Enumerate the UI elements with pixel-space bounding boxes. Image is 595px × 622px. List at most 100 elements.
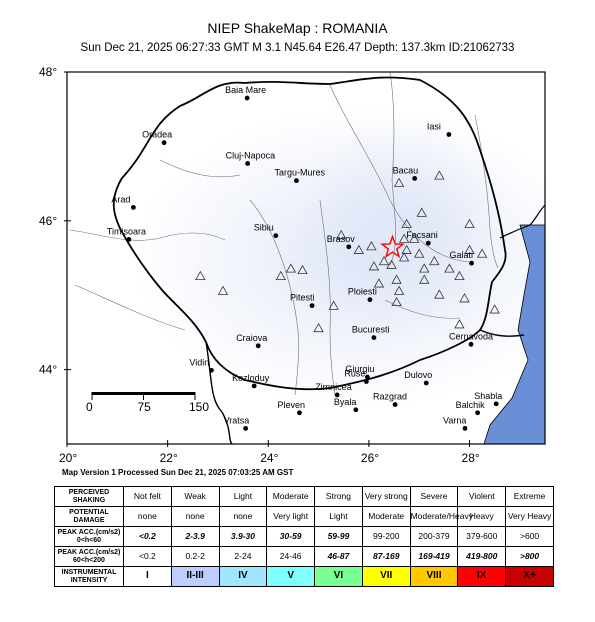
seismic-station xyxy=(313,322,324,333)
legend-cell: Strong xyxy=(314,486,363,507)
river xyxy=(74,284,186,331)
legend-row-header: PEAK ACC.(cm/s2) 60<h<200 xyxy=(54,546,124,567)
city-dot xyxy=(363,379,369,384)
river xyxy=(249,199,299,396)
city-dot xyxy=(209,367,214,373)
city-label: Ploiesti xyxy=(348,287,377,297)
city-label: Pleven xyxy=(277,400,305,410)
seismic-station xyxy=(195,270,206,281)
legend-row-header: INSTRUMENTAL INTENSITY xyxy=(54,566,124,587)
epicenter-star xyxy=(380,234,405,259)
legend-cell: 2-24 xyxy=(218,546,268,567)
legend-cell: 24-46 xyxy=(266,546,316,567)
city-dot xyxy=(462,425,468,431)
city-label: Zimnicea xyxy=(315,382,352,392)
serbia-bulgaria-border xyxy=(205,341,233,444)
seismic-station xyxy=(489,304,500,314)
legend-row-acc-shallow: PEAK ACC.(cm/s2) 0<h<60 <0.2 2-3.9 3.9-30 30… xyxy=(54,526,554,547)
legend-cell: VII xyxy=(361,566,411,587)
legend-cell: Moderate xyxy=(266,486,316,507)
city-dot xyxy=(243,425,249,431)
legend-cell: Very strong xyxy=(361,486,411,507)
legend-cell: 0.2-2 xyxy=(170,546,220,567)
seismic-station xyxy=(386,259,397,269)
seismic-station xyxy=(444,263,455,273)
city-label: Byala xyxy=(334,397,357,407)
city-dot xyxy=(255,343,261,349)
seismic-station xyxy=(393,285,405,295)
seismic-station xyxy=(464,218,475,228)
seismic-station xyxy=(416,207,427,217)
river xyxy=(384,299,461,319)
seismic-station xyxy=(297,264,308,275)
seismic-station xyxy=(476,248,488,258)
map-frame xyxy=(66,71,546,445)
seismic-station xyxy=(408,233,420,243)
city-label: Craiova xyxy=(236,333,267,343)
river xyxy=(329,84,471,263)
city-label: Cluj-Napoca xyxy=(226,151,276,161)
seismic-station xyxy=(393,177,405,188)
city-label: Oradea xyxy=(142,130,172,140)
seismic-station xyxy=(353,244,365,254)
legend-row-header: POTENTIAL DAMAGE xyxy=(54,506,124,527)
legend-cell: V xyxy=(266,566,316,587)
city-label: Baia Mare xyxy=(225,85,266,95)
legend-row-acc-deep: PEAK ACC.(cm/s2) 60<h<200 <0.2 0.2-2 2-24 24… xyxy=(54,546,554,567)
legend-cell: IX xyxy=(457,566,507,587)
legend-cell: 30-59 xyxy=(266,526,316,547)
lon-tick-label: 28° xyxy=(462,451,480,465)
map-title: NIEP ShakeMap : ROMANIA xyxy=(207,20,388,36)
city-dot xyxy=(475,410,480,416)
legend-cell: II-III xyxy=(170,566,220,587)
city-label: Bucuresti xyxy=(352,325,390,335)
city-dot xyxy=(446,132,452,137)
city-label: Targu-Mures xyxy=(274,168,325,178)
city-dot xyxy=(245,161,251,166)
river xyxy=(474,114,499,269)
city-dot xyxy=(392,402,398,407)
city-label: Cernavoda xyxy=(449,331,493,341)
legend-cell: Very Heavy xyxy=(505,506,554,527)
seismic-station xyxy=(434,289,445,299)
city-label: Arad xyxy=(111,194,130,204)
legend-cell: 3.9-30 xyxy=(218,526,268,547)
seismic-station xyxy=(454,270,465,281)
legend-cell: Weak xyxy=(170,486,220,507)
legend-cell: 379-600 xyxy=(457,526,507,547)
legend-cell: Moderate/Heavy xyxy=(409,506,473,527)
legend-cell: 59-99 xyxy=(314,526,363,547)
lon-tick-label: 24° xyxy=(260,451,278,465)
seismic-station xyxy=(414,248,425,258)
seismic-station xyxy=(398,252,410,262)
city-dot xyxy=(469,260,474,266)
lon-tick-label: 22° xyxy=(160,451,178,465)
legend-cell: <0.2 xyxy=(123,526,172,547)
legend-cell: IV xyxy=(218,566,268,587)
city-dot xyxy=(309,303,315,309)
shakemap: Baia Mare Oradea Cluj-Napoca Targu-Mures Ias… xyxy=(39,65,546,465)
processed-line: Map Version 1 Processed Sun Dec 21, 2025… xyxy=(62,468,294,477)
river xyxy=(319,199,336,396)
city-label: Varna xyxy=(443,415,466,425)
seismic-station xyxy=(401,218,412,228)
city-label: Bacau xyxy=(393,165,419,175)
city-dot xyxy=(412,175,418,181)
legend-cell: Light xyxy=(314,506,363,527)
city-dot xyxy=(297,410,302,416)
river xyxy=(69,229,226,241)
city-label: Razgrad xyxy=(373,392,407,402)
legend-cell: I xyxy=(123,566,172,587)
city-label: Ruse xyxy=(344,369,365,379)
city-dot xyxy=(126,237,132,242)
legend-cell: 99-200 xyxy=(361,526,411,547)
legend-cell: >600 xyxy=(505,526,554,547)
city-label: Kozloduy xyxy=(232,373,270,383)
city-label: Pitesti xyxy=(290,293,315,303)
legend-cell: 2-3.9 xyxy=(170,526,220,547)
city-label: Brasov xyxy=(327,234,356,244)
city-dot xyxy=(364,374,370,380)
lat-tick-label: 46° xyxy=(39,214,57,228)
seismic-station xyxy=(285,263,297,273)
seismic-station xyxy=(391,274,402,284)
